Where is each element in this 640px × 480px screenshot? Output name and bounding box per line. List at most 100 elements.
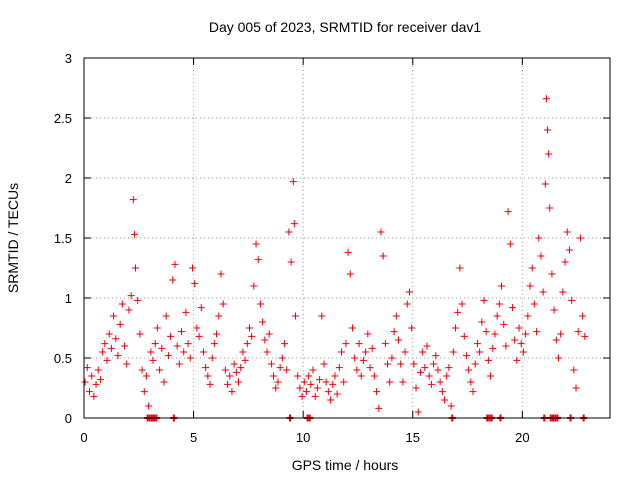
data-point bbox=[320, 360, 328, 368]
data-point bbox=[182, 308, 190, 316]
data-point bbox=[300, 378, 308, 386]
axis-ticks: 0 0.5 1 1.5 2 2.5 3 0 5 10 15 20 bbox=[54, 51, 610, 445]
data-point bbox=[359, 356, 367, 364]
data-point bbox=[134, 296, 142, 304]
data-point bbox=[526, 282, 534, 290]
data-point bbox=[92, 380, 100, 388]
data-point bbox=[561, 258, 569, 266]
data-point bbox=[465, 366, 473, 374]
data-point bbox=[270, 372, 278, 380]
data-point bbox=[235, 378, 243, 386]
data-point bbox=[467, 378, 475, 386]
data-point bbox=[524, 312, 532, 320]
data-point bbox=[191, 280, 199, 288]
data-point bbox=[425, 372, 433, 380]
data-point bbox=[173, 342, 181, 350]
data-point bbox=[327, 396, 335, 404]
data-point bbox=[287, 258, 295, 266]
data-point bbox=[224, 380, 232, 388]
data-point bbox=[178, 328, 186, 336]
data-point bbox=[392, 312, 400, 320]
data-point bbox=[563, 228, 571, 236]
data-point bbox=[276, 364, 284, 372]
data-point bbox=[377, 228, 385, 236]
data-point bbox=[169, 276, 177, 284]
data-point bbox=[412, 384, 420, 392]
data-point bbox=[195, 332, 203, 340]
data-point bbox=[535, 234, 543, 242]
data-point bbox=[381, 340, 389, 348]
data-point bbox=[460, 332, 468, 340]
data-point bbox=[438, 388, 446, 396]
data-point bbox=[123, 360, 131, 368]
data-point bbox=[252, 240, 260, 248]
data-point bbox=[305, 372, 313, 380]
data-point bbox=[554, 354, 562, 362]
data-point bbox=[335, 364, 343, 372]
data-point bbox=[476, 348, 484, 356]
data-point bbox=[281, 340, 289, 348]
data-point bbox=[388, 354, 396, 362]
data-point bbox=[397, 360, 405, 368]
data-point bbox=[99, 348, 107, 356]
data-point bbox=[401, 348, 409, 356]
data-point bbox=[322, 378, 330, 386]
data-point bbox=[239, 348, 247, 356]
data-point bbox=[434, 366, 442, 374]
data-point bbox=[570, 366, 578, 374]
data-point bbox=[307, 380, 315, 388]
data-point bbox=[482, 328, 490, 336]
data-point bbox=[456, 264, 464, 272]
data-point bbox=[565, 246, 573, 254]
data-point bbox=[504, 208, 512, 216]
data-point bbox=[219, 300, 227, 308]
data-point bbox=[237, 364, 245, 372]
data-point bbox=[85, 388, 93, 396]
data-point bbox=[302, 388, 310, 396]
data-point bbox=[167, 332, 175, 340]
data-point bbox=[478, 318, 486, 326]
data-point bbox=[348, 324, 356, 332]
data-point bbox=[213, 330, 221, 338]
data-point bbox=[552, 336, 560, 344]
data-point bbox=[513, 356, 521, 364]
data-point bbox=[447, 402, 455, 410]
data-point bbox=[432, 352, 440, 360]
data-point bbox=[338, 348, 346, 356]
data-point bbox=[473, 340, 481, 348]
data-point bbox=[506, 240, 514, 248]
data-point bbox=[346, 270, 354, 278]
data-point bbox=[138, 366, 146, 374]
data-point bbox=[454, 308, 462, 316]
data-point bbox=[311, 392, 319, 400]
data-point bbox=[436, 378, 444, 386]
data-point bbox=[228, 388, 236, 396]
data-point bbox=[519, 348, 527, 356]
data-point bbox=[427, 380, 435, 388]
data-point bbox=[357, 372, 365, 380]
data-point bbox=[370, 372, 378, 380]
y-tick-label: 3 bbox=[65, 51, 72, 66]
data-point bbox=[105, 330, 113, 338]
y-tick-label: 0.5 bbox=[54, 351, 72, 366]
data-point bbox=[114, 352, 122, 360]
y-tick-label: 1 bbox=[65, 291, 72, 306]
data-point bbox=[537, 252, 545, 260]
data-point bbox=[296, 384, 304, 392]
data-point bbox=[493, 312, 501, 320]
data-point bbox=[272, 384, 280, 392]
data-point bbox=[202, 364, 210, 372]
data-point bbox=[118, 300, 126, 308]
data-point bbox=[164, 352, 172, 360]
data-point bbox=[449, 348, 457, 356]
x-axis-title: GPS time / hours bbox=[292, 457, 399, 473]
data-point bbox=[309, 366, 317, 374]
data-point bbox=[375, 404, 383, 412]
data-point bbox=[579, 312, 587, 320]
data-point bbox=[254, 256, 262, 264]
data-point bbox=[285, 228, 293, 236]
data-point bbox=[576, 234, 584, 242]
data-point bbox=[568, 296, 576, 304]
data-point bbox=[318, 312, 326, 320]
